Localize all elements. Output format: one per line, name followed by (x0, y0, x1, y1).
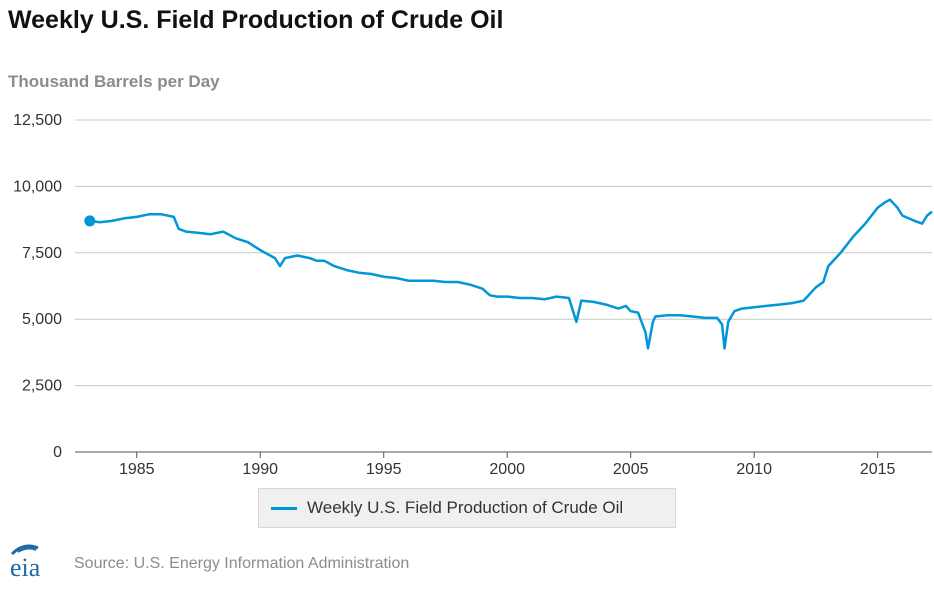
axes: 0 2,500 5,000 7,500 10,000 12,500 1985 1990 1995… (13, 112, 932, 478)
x-tick-label: 1990 (242, 461, 278, 478)
series-start-marker (84, 215, 96, 227)
legend-label: Weekly U.S. Field Production of Crude Oi… (307, 498, 624, 517)
x-tick-label: 2015 (860, 461, 896, 478)
gridlines (75, 119, 932, 387)
series-line (89, 198, 933, 350)
eia-logo: eia (10, 544, 41, 580)
y-tick-label: 12,500 (13, 112, 62, 129)
x-tick-label: 2005 (613, 461, 649, 478)
x-tick-label: 2010 (736, 461, 772, 478)
chart-title: Weekly U.S. Field Production of Crude Oi… (8, 6, 504, 34)
x-tick-label: 1995 (366, 461, 402, 478)
y-tick-label: 0 (53, 444, 62, 461)
series-layer (84, 198, 933, 350)
y-tick-label: 7,500 (22, 245, 62, 262)
logo-text: eia (10, 553, 41, 580)
y-tick-label: 5,000 (22, 311, 62, 328)
x-tick-label: 2000 (489, 461, 525, 478)
y-tick-label: 2,500 (22, 378, 62, 395)
y-axis-units-label: Thousand Barrels per Day (8, 72, 220, 91)
y-tick-label: 10,000 (13, 178, 62, 195)
source-note: Source: U.S. Energy Information Administ… (74, 555, 410, 572)
legend[interactable]: Weekly U.S. Field Production of Crude Oi… (258, 488, 676, 528)
x-tick-label: 1985 (119, 461, 155, 478)
legend-swatch (271, 506, 297, 510)
